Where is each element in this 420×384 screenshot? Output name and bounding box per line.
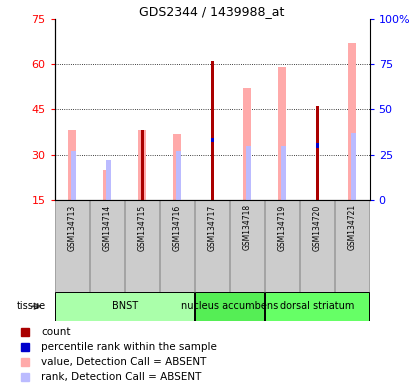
Text: GSM134718: GSM134718 (243, 204, 252, 250)
Text: nucleus accumbens: nucleus accumbens (181, 301, 278, 311)
Bar (68, 131, 76, 200)
Bar (300, 200, 334, 292)
Bar (315, 143, 319, 148)
Bar (210, 61, 214, 200)
Bar (335, 200, 369, 292)
Text: GSM134717: GSM134717 (207, 204, 217, 250)
Text: value, Detection Call = ABSENT: value, Detection Call = ABSENT (41, 357, 207, 367)
Text: percentile rank within the sample: percentile rank within the sample (41, 342, 217, 352)
Bar (243, 88, 251, 200)
Bar (230, 200, 264, 292)
Bar (173, 134, 181, 200)
Text: rank, Detection Call = ABSENT: rank, Detection Call = ABSENT (41, 372, 202, 382)
Bar (141, 131, 144, 200)
Text: GSM134720: GSM134720 (312, 204, 322, 250)
Bar (138, 131, 146, 200)
Text: GSM134719: GSM134719 (278, 204, 286, 250)
Bar (125, 200, 159, 292)
Bar (195, 200, 229, 292)
Text: GSM134715: GSM134715 (138, 204, 147, 250)
Text: GSM134713: GSM134713 (68, 204, 76, 250)
Bar (348, 43, 356, 200)
Text: GSM134716: GSM134716 (173, 204, 181, 250)
Bar (281, 146, 286, 200)
Text: GSM134714: GSM134714 (102, 204, 112, 250)
Bar (106, 160, 110, 200)
Bar (210, 138, 214, 142)
Text: GSM134721: GSM134721 (348, 204, 357, 250)
Bar (71, 151, 76, 200)
Text: BNST: BNST (112, 301, 138, 311)
Bar (246, 146, 251, 200)
Bar (351, 133, 356, 200)
Text: count: count (41, 327, 71, 337)
Bar (103, 170, 111, 200)
Bar (315, 106, 319, 200)
Title: GDS2344 / 1439988_at: GDS2344 / 1439988_at (139, 5, 285, 18)
Bar (278, 67, 286, 200)
Bar (195, 292, 264, 321)
Bar (55, 200, 89, 292)
Text: dorsal striatum: dorsal striatum (280, 301, 354, 311)
Bar (160, 200, 194, 292)
Bar (55, 292, 194, 321)
Text: tissue: tissue (17, 301, 46, 311)
Bar (265, 200, 299, 292)
Bar (265, 292, 369, 321)
Bar (176, 151, 181, 200)
Bar (90, 200, 124, 292)
